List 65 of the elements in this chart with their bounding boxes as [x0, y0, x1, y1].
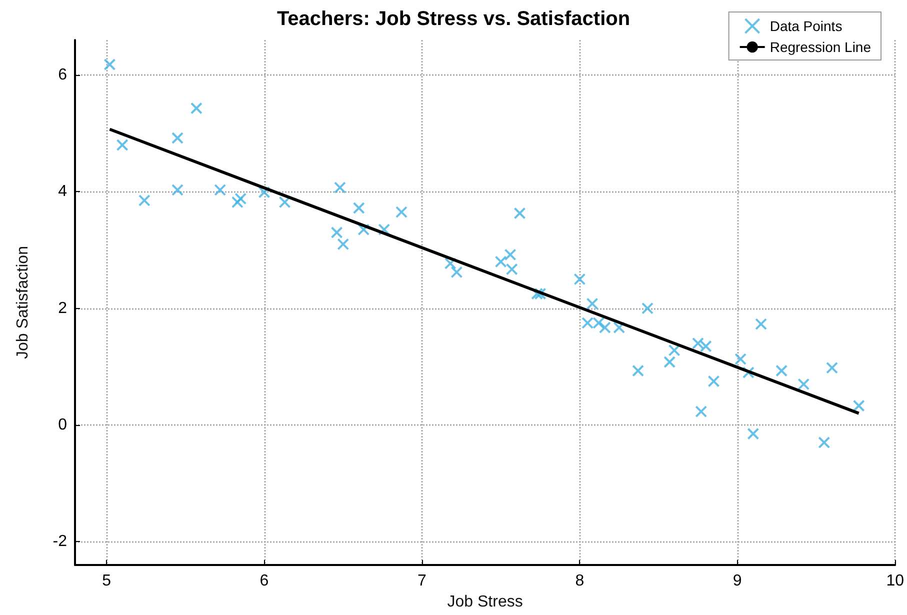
point — [444, 257, 456, 270]
point — [330, 226, 343, 238]
point — [334, 182, 346, 194]
point — [574, 273, 586, 286]
y-axis-title: Job Satisfaction — [14, 246, 32, 359]
point — [450, 266, 463, 278]
y-tick-label: 6 — [58, 66, 68, 84]
point — [214, 184, 226, 196]
point — [506, 263, 518, 276]
point — [818, 436, 830, 448]
point — [494, 256, 507, 268]
point — [138, 194, 150, 206]
point — [231, 196, 244, 208]
point — [504, 248, 516, 261]
y-tick-label: 2 — [58, 300, 68, 317]
point — [776, 364, 788, 377]
y-tick-label: -2 — [52, 533, 68, 550]
point — [598, 322, 611, 334]
x-tick-label: 10 — [886, 572, 904, 590]
legend-label: Regression Line — [770, 39, 872, 55]
point — [278, 196, 291, 208]
x-tick-label: 6 — [260, 572, 269, 590]
point — [104, 58, 116, 70]
point — [116, 139, 128, 151]
point — [852, 400, 865, 412]
point — [172, 184, 184, 196]
point — [234, 192, 247, 205]
point — [352, 202, 365, 214]
point — [358, 224, 370, 236]
point — [664, 356, 676, 368]
legend-label: Data Points — [770, 18, 842, 34]
point — [531, 288, 544, 300]
point — [734, 353, 747, 366]
point — [747, 428, 760, 440]
y-tick-label: 4 — [58, 183, 68, 200]
x-tick-label: 7 — [418, 572, 427, 590]
point — [190, 102, 202, 114]
point — [742, 366, 754, 378]
point — [641, 302, 654, 314]
point — [172, 132, 184, 144]
y-tick-label: 0 — [58, 416, 68, 434]
x-axis-title: Job Stress — [447, 593, 523, 610]
point — [586, 298, 598, 310]
point — [826, 362, 838, 374]
point — [700, 340, 712, 352]
point — [534, 288, 546, 300]
point — [378, 224, 390, 236]
point — [514, 207, 526, 220]
point — [582, 316, 594, 329]
chart-title: Teachers: Job Stress vs. Satisfaction — [276, 8, 630, 30]
point — [695, 406, 708, 418]
point — [395, 206, 408, 218]
point — [692, 337, 704, 350]
x-tick-label: 5 — [102, 572, 112, 590]
point — [258, 186, 270, 198]
point — [755, 318, 768, 330]
point — [798, 378, 810, 390]
point — [613, 322, 626, 334]
point — [668, 344, 680, 356]
point — [708, 375, 720, 388]
point — [337, 238, 350, 250]
x-tick-label: 9 — [732, 572, 742, 590]
point — [592, 316, 605, 329]
x-tick-label: 8 — [575, 572, 584, 590]
point — [632, 364, 644, 377]
